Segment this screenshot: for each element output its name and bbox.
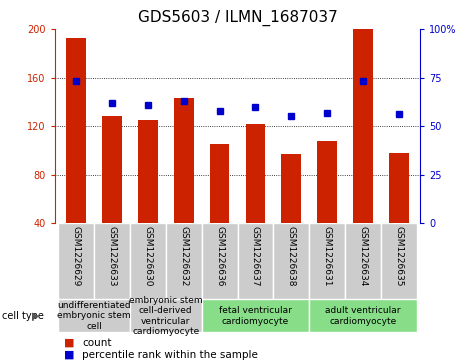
Text: GSM1226635: GSM1226635 — [394, 225, 403, 286]
Title: GDS5603 / ILMN_1687037: GDS5603 / ILMN_1687037 — [138, 10, 337, 26]
Text: GSM1226636: GSM1226636 — [215, 225, 224, 286]
Text: GSM1226634: GSM1226634 — [359, 225, 368, 286]
Text: GSM1226633: GSM1226633 — [107, 225, 116, 286]
Bar — [202, 223, 238, 299]
Bar — [309, 299, 417, 332]
Text: GSM1226637: GSM1226637 — [251, 225, 260, 286]
Text: GSM1226630: GSM1226630 — [143, 225, 152, 286]
Bar — [389, 153, 408, 223]
Bar — [94, 223, 130, 299]
Text: GSM1226629: GSM1226629 — [72, 225, 81, 286]
Bar — [102, 117, 122, 223]
Bar — [345, 223, 381, 299]
Text: ▶: ▶ — [32, 311, 40, 321]
Bar — [174, 98, 194, 223]
Text: embryonic stem
cell-derived
ventricular
cardiomyocyte: embryonic stem cell-derived ventricular … — [129, 296, 203, 336]
Bar — [130, 223, 166, 299]
Text: undifferentiated
embryonic stem
cell: undifferentiated embryonic stem cell — [57, 301, 131, 331]
Bar — [58, 223, 94, 299]
Text: cell type: cell type — [2, 311, 44, 321]
Text: GSM1226632: GSM1226632 — [179, 225, 188, 286]
Bar — [138, 120, 158, 223]
Bar — [317, 141, 337, 223]
Bar — [58, 299, 130, 332]
Bar — [130, 299, 202, 332]
Text: ■: ■ — [64, 338, 75, 348]
Text: adult ventricular
cardiomyocyte: adult ventricular cardiomyocyte — [325, 306, 401, 326]
Bar — [238, 223, 273, 299]
Bar — [281, 154, 301, 223]
Bar — [381, 223, 417, 299]
Text: GSM1226638: GSM1226638 — [287, 225, 296, 286]
Bar — [66, 37, 86, 223]
Text: GSM1226631: GSM1226631 — [323, 225, 332, 286]
Text: fetal ventricular
cardiomyocyte: fetal ventricular cardiomyocyte — [219, 306, 292, 326]
Bar — [309, 223, 345, 299]
Bar — [273, 223, 309, 299]
Bar — [202, 299, 309, 332]
Bar — [166, 223, 202, 299]
Bar — [209, 144, 229, 223]
Text: ■: ■ — [64, 350, 75, 360]
Bar — [246, 124, 266, 223]
Bar — [353, 0, 373, 223]
Text: percentile rank within the sample: percentile rank within the sample — [82, 350, 258, 360]
Text: count: count — [82, 338, 112, 348]
